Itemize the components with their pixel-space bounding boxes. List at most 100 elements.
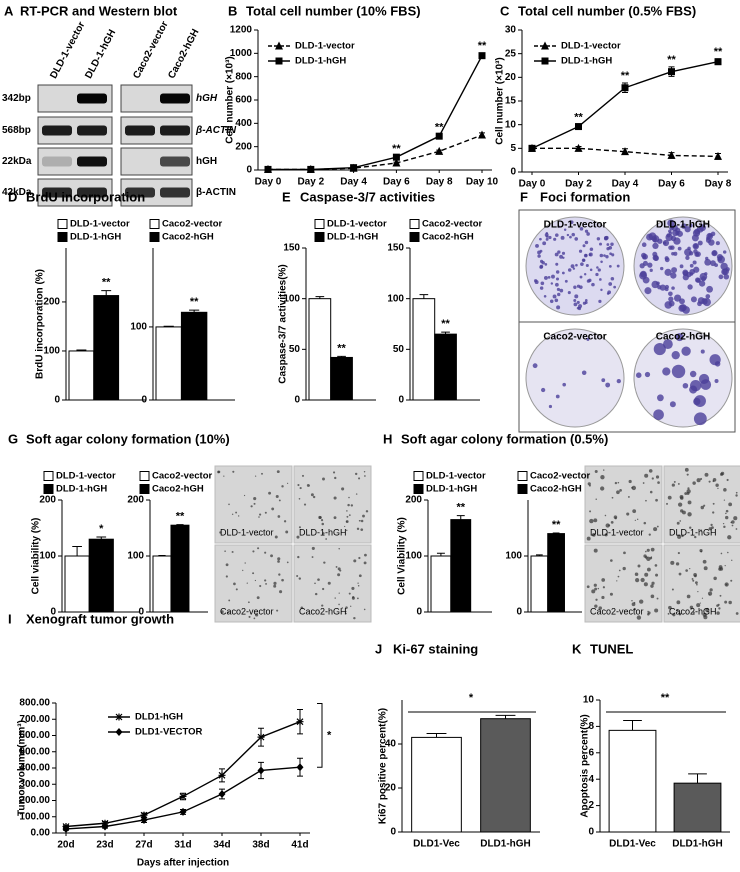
colony <box>347 503 350 507</box>
colony <box>559 254 563 259</box>
colony <box>655 475 660 479</box>
colony <box>681 534 684 538</box>
significance: ** <box>456 502 465 514</box>
colony <box>298 526 301 529</box>
legend-label: Caco2-hGH <box>162 232 214 243</box>
legend-swatch <box>149 232 160 242</box>
dish-label: DLD-1-hGH <box>656 220 710 231</box>
colony <box>604 514 607 517</box>
marker <box>218 790 226 798</box>
blot-band <box>42 156 72 167</box>
marker <box>478 130 486 139</box>
y-tick-label: 20 <box>505 72 517 83</box>
colony <box>357 582 359 584</box>
colony <box>545 235 549 238</box>
colony <box>641 242 647 247</box>
x-tick-label: Day 2 <box>565 179 592 190</box>
colony <box>644 371 651 378</box>
marker <box>296 718 304 726</box>
y-tick-label: 400.00 <box>19 763 50 774</box>
colony <box>718 607 721 610</box>
x-tick-label: DLD1-Vec <box>413 839 460 850</box>
colony <box>604 533 608 537</box>
colony <box>314 582 316 585</box>
colony <box>224 550 226 552</box>
colony <box>712 478 717 482</box>
y-axis-label: Tumor volume(mm³) <box>17 720 28 816</box>
colony <box>353 616 356 620</box>
error-bar <box>552 532 560 534</box>
y-tick-label: 200 <box>405 495 422 506</box>
colony <box>573 302 578 307</box>
colony <box>670 560 675 565</box>
bar <box>88 538 114 613</box>
colony <box>345 612 347 615</box>
colony <box>730 521 733 524</box>
colony <box>646 556 651 562</box>
y-axis-label: Cell number (×10³) <box>495 57 506 145</box>
panel-letter: C <box>500 3 510 18</box>
colony <box>337 573 341 577</box>
significance: ** <box>190 296 199 308</box>
colony <box>346 529 348 532</box>
colony <box>591 532 596 537</box>
colony <box>567 268 572 272</box>
colony <box>300 606 304 609</box>
micrograph-label: Caco2-hGH <box>299 606 347 616</box>
colony <box>298 577 301 580</box>
colony <box>648 469 653 473</box>
colony <box>708 239 715 246</box>
colony <box>636 518 639 521</box>
colony <box>354 472 358 476</box>
y-tick-label: 200 <box>43 297 60 308</box>
colony <box>297 555 300 559</box>
x-tick-label: Day 8 <box>426 177 453 188</box>
micrograph-label: DLD-1-vector <box>590 527 644 537</box>
panel-title: Caspase-3/7 activities <box>300 189 435 204</box>
colony <box>576 300 580 304</box>
colony <box>712 502 715 505</box>
y-tick-label: 0.00 <box>31 828 51 839</box>
colony <box>694 395 706 408</box>
lane-label: DLD-1-hGH <box>83 28 118 81</box>
y-tick-label: 1000 <box>230 48 253 59</box>
marker <box>541 41 549 50</box>
bar <box>330 356 353 401</box>
colony <box>333 516 337 520</box>
marker <box>392 158 401 167</box>
error-bar <box>441 331 450 335</box>
colony <box>705 607 710 613</box>
colony <box>728 502 733 507</box>
micrograph-label: DLD-1-hGH <box>299 527 347 537</box>
colony <box>635 372 642 378</box>
colony <box>642 482 645 484</box>
colony <box>678 572 682 576</box>
colony <box>668 291 673 297</box>
colony <box>716 611 720 615</box>
colony <box>670 235 677 242</box>
colony <box>252 550 255 553</box>
colony <box>613 515 618 519</box>
colony <box>702 559 707 564</box>
y-tick-label: 15 <box>505 96 517 107</box>
y-tick-label: 0 <box>398 395 404 406</box>
blot-band <box>42 125 72 136</box>
colony <box>671 483 675 487</box>
marker <box>350 164 358 172</box>
colony <box>708 480 711 483</box>
colony <box>671 286 675 290</box>
y-axis-label: Cell viability (%) <box>31 518 42 595</box>
y-tick-label: 0 <box>510 167 516 178</box>
blot-band <box>125 187 155 198</box>
panel-title: Xenograft tumor growth <box>26 611 174 626</box>
colony <box>598 606 602 610</box>
error-bar <box>436 552 445 556</box>
colony <box>569 220 574 224</box>
colony <box>643 521 647 525</box>
colony <box>299 486 302 490</box>
colony <box>609 252 612 256</box>
significance: ** <box>337 342 346 354</box>
colony <box>611 253 615 257</box>
colony <box>652 242 659 250</box>
colony <box>603 469 605 471</box>
